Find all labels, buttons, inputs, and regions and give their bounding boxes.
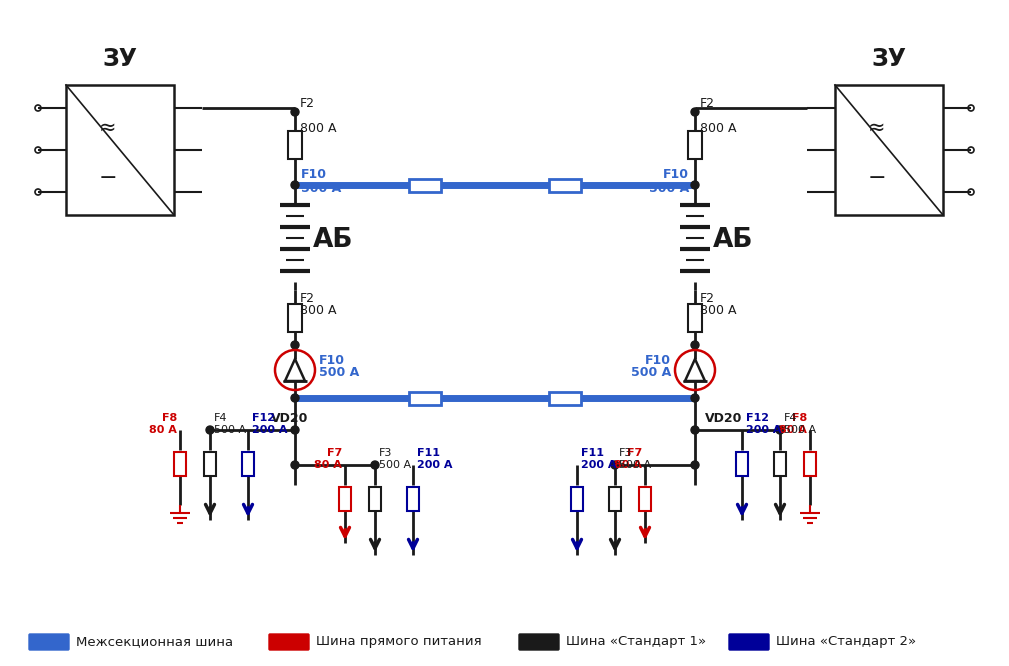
Text: Шина прямого питания: Шина прямого питания	[316, 635, 481, 649]
Text: 80 А: 80 А	[614, 460, 642, 470]
Text: 800 А: 800 А	[300, 122, 336, 135]
Bar	[549, 178, 581, 192]
Text: F4: F4	[784, 413, 797, 423]
Text: F11: F11	[417, 448, 440, 458]
Circle shape	[691, 461, 699, 469]
Text: 500 А: 500 А	[301, 182, 341, 194]
Polygon shape	[685, 359, 705, 381]
Text: ≈: ≈	[99, 118, 117, 138]
Bar	[835, 85, 943, 215]
Text: F8: F8	[792, 413, 807, 423]
Text: F8: F8	[161, 413, 177, 423]
Bar	[571, 487, 583, 511]
Text: F2: F2	[300, 97, 315, 110]
Bar	[549, 392, 581, 404]
Bar	[407, 487, 419, 511]
Text: 800 А: 800 А	[700, 304, 737, 316]
Circle shape	[291, 108, 299, 116]
Bar	[609, 487, 621, 511]
Text: ≈: ≈	[869, 118, 886, 138]
Text: 500 А: 500 А	[379, 460, 411, 470]
Text: F2: F2	[300, 292, 315, 304]
Bar	[688, 131, 702, 159]
Circle shape	[691, 181, 699, 189]
Bar	[774, 452, 786, 476]
Text: F3: F3	[379, 448, 393, 458]
FancyBboxPatch shape	[519, 634, 559, 650]
Circle shape	[691, 394, 699, 402]
Text: VD20: VD20	[705, 412, 743, 425]
Text: 200 А: 200 А	[746, 425, 782, 435]
Text: 500 А: 500 А	[649, 182, 689, 194]
Text: F3: F3	[619, 448, 633, 458]
Text: 200 А: 200 А	[417, 460, 452, 470]
Text: АБ: АБ	[313, 227, 353, 253]
Text: F4: F4	[214, 413, 227, 423]
Text: ЗУ: ЗУ	[103, 47, 137, 71]
Circle shape	[291, 461, 299, 469]
Text: F7: F7	[327, 448, 342, 458]
Text: 500 А: 500 А	[619, 460, 651, 470]
FancyBboxPatch shape	[269, 634, 309, 650]
Polygon shape	[285, 359, 305, 381]
Bar	[409, 392, 441, 404]
Text: 80 А: 80 А	[314, 460, 342, 470]
Text: F2: F2	[700, 97, 715, 110]
Bar	[409, 178, 441, 192]
Text: F10: F10	[319, 354, 345, 366]
Circle shape	[691, 341, 699, 349]
Text: F10: F10	[645, 354, 671, 366]
Text: VD20: VD20	[271, 412, 309, 425]
Circle shape	[691, 426, 699, 434]
Text: −: −	[868, 168, 886, 188]
Text: ЗУ: ЗУ	[872, 47, 906, 71]
Circle shape	[371, 461, 379, 469]
Circle shape	[291, 181, 299, 189]
Text: 800 А: 800 А	[300, 304, 336, 316]
Text: Шина «Стандарт 2»: Шина «Стандарт 2»	[776, 635, 916, 649]
Circle shape	[691, 108, 699, 116]
Bar	[688, 304, 702, 332]
Bar	[242, 452, 254, 476]
Text: 80 А: 80 А	[149, 425, 177, 435]
Text: Шина «Стандарт 1»: Шина «Стандарт 1»	[566, 635, 706, 649]
Bar	[288, 131, 302, 159]
Text: F2: F2	[700, 292, 715, 304]
Text: F12: F12	[252, 413, 275, 423]
Bar	[369, 487, 381, 511]
Text: 200 А: 200 А	[581, 460, 616, 470]
Bar	[639, 487, 651, 511]
FancyBboxPatch shape	[728, 634, 769, 650]
Circle shape	[291, 394, 299, 402]
Text: 200 А: 200 А	[252, 425, 288, 435]
Text: 80 А: 80 А	[779, 425, 807, 435]
Text: 500 А: 500 А	[214, 425, 246, 435]
Circle shape	[291, 426, 299, 434]
Text: АБ: АБ	[713, 227, 754, 253]
Circle shape	[291, 341, 299, 349]
Text: F12: F12	[746, 413, 769, 423]
Bar	[804, 452, 816, 476]
Bar	[66, 85, 174, 215]
Text: F11: F11	[581, 448, 604, 458]
Text: Межсекционная шина: Межсекционная шина	[76, 635, 233, 649]
Bar	[736, 452, 748, 476]
Text: 500 А: 500 А	[784, 425, 816, 435]
Bar	[174, 452, 186, 476]
Circle shape	[776, 426, 784, 434]
Text: 500 А: 500 А	[631, 366, 671, 380]
Text: 500 А: 500 А	[319, 366, 359, 380]
Text: F7: F7	[627, 448, 642, 458]
Circle shape	[206, 426, 214, 434]
Text: 800 А: 800 А	[700, 122, 737, 135]
Bar	[204, 452, 216, 476]
FancyBboxPatch shape	[29, 634, 69, 650]
Circle shape	[611, 461, 619, 469]
Text: F10: F10	[301, 168, 327, 182]
Bar	[288, 304, 302, 332]
Text: −: −	[99, 168, 117, 188]
Bar	[339, 487, 351, 511]
Text: F10: F10	[663, 168, 689, 182]
